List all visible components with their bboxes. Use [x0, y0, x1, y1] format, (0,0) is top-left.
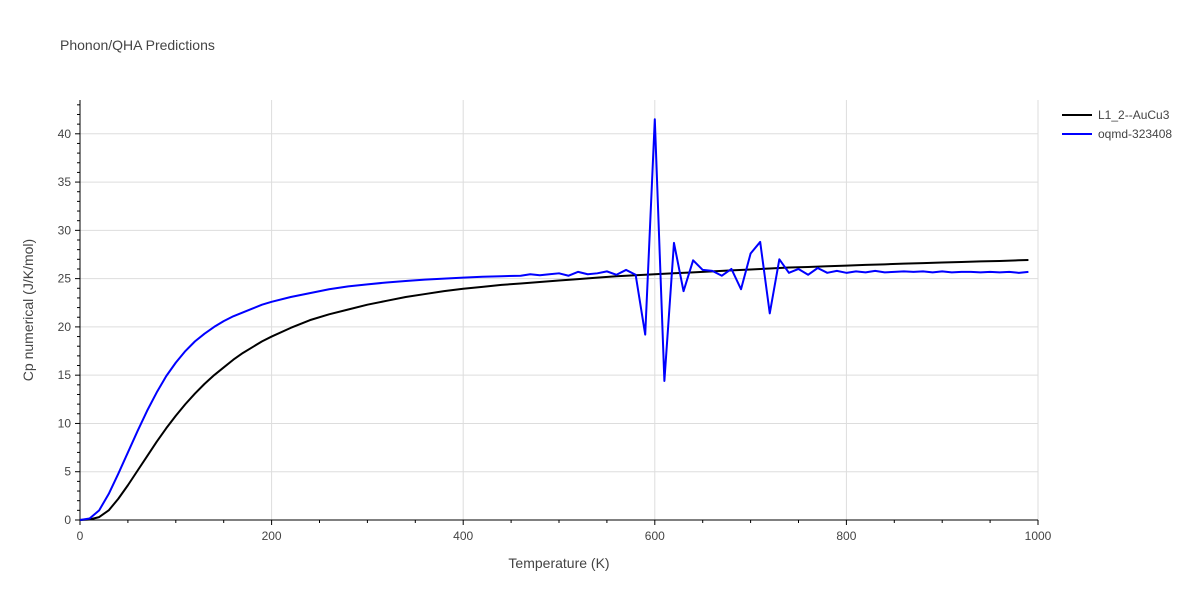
legend-label: oqmd-323408: [1098, 127, 1172, 141]
series-layer: [79, 118, 1029, 521]
legend-label: L1_2--AuCu3: [1098, 108, 1170, 122]
chart-title: Phonon/QHA Predictions: [60, 37, 215, 53]
x-axis-title: Temperature (K): [508, 555, 609, 571]
y-tick-label: 25: [58, 272, 72, 286]
x-tick-label: 400: [453, 529, 473, 543]
legend[interactable]: L1_2--AuCu3 oqmd-323408: [1062, 108, 1172, 141]
series-line-1: [79, 258, 1029, 521]
x-tick-label: 600: [645, 529, 665, 543]
y-axis-title: Cp numerical (J/K/mol): [20, 239, 36, 381]
grid-layer: [80, 100, 1039, 520]
y-tick-label: 20: [58, 320, 72, 334]
x-tick-label: 0: [77, 529, 84, 543]
x-tick-label: 200: [262, 529, 282, 543]
y-tick-label: 40: [58, 127, 72, 141]
y-tick-label: 0: [64, 513, 71, 527]
y-tick-label: 10: [58, 416, 72, 430]
series-line-2: [79, 118, 1029, 521]
y-tick-label: 35: [58, 175, 72, 189]
y-tick-label: 30: [58, 223, 72, 237]
x-tick-label: 800: [836, 529, 856, 543]
x-tick-label: 1000: [1025, 529, 1052, 543]
y-tick-label: 5: [64, 465, 71, 479]
axes-layer: 0 200 400 600 800 1000 0 5 10 15 20 25 30 35 40: [58, 100, 1052, 543]
y-tick-label: 15: [58, 368, 72, 382]
